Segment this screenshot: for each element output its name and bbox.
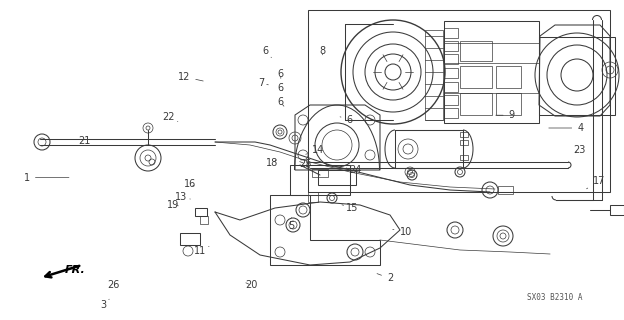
Text: FR.: FR. [65, 265, 85, 275]
Text: 16: 16 [184, 179, 197, 189]
Bar [460, 66, 492, 88]
Bar [496, 93, 521, 115]
Bar [460, 93, 492, 115]
Bar [460, 41, 492, 61]
Bar [312, 169, 328, 177]
Text: 5: 5 [288, 218, 295, 231]
Text: 4: 4 [548, 123, 583, 133]
Text: 10: 10 [392, 227, 412, 237]
Bar [290, 165, 350, 195]
Bar [308, 192, 318, 202]
Bar [425, 30, 443, 120]
Text: 6: 6 [262, 46, 271, 58]
Text: 18: 18 [266, 158, 278, 168]
Bar [610, 205, 624, 215]
Bar [539, 37, 615, 115]
Text: 22: 22 [162, 112, 178, 122]
Bar [460, 132, 468, 137]
Text: 6: 6 [340, 115, 353, 125]
Text: 9: 9 [495, 110, 515, 120]
Text: 24: 24 [346, 165, 362, 175]
Bar [318, 170, 356, 185]
Bar [180, 233, 200, 245]
Bar [444, 82, 458, 92]
Bar [496, 66, 521, 88]
Text: 3: 3 [100, 299, 109, 310]
Text: 21: 21 [79, 136, 97, 147]
Text: 11: 11 [193, 246, 209, 256]
Text: SX03 B2310 A: SX03 B2310 A [527, 293, 583, 302]
Bar [444, 68, 458, 78]
Bar [460, 140, 468, 145]
Text: 6: 6 [278, 97, 284, 108]
Text: 6: 6 [278, 83, 284, 93]
Text: 15: 15 [342, 203, 359, 213]
Text: 13: 13 [175, 192, 190, 202]
Text: 1: 1 [24, 172, 69, 183]
Bar [444, 95, 458, 105]
Bar [444, 21, 539, 123]
Bar [308, 10, 610, 192]
Text: 6: 6 [278, 68, 284, 79]
Text: 23: 23 [573, 145, 585, 156]
Bar [460, 155, 468, 160]
Bar [444, 28, 458, 38]
Text: 7: 7 [258, 78, 268, 88]
Text: 19: 19 [167, 200, 180, 210]
Bar [200, 216, 208, 224]
Text: 14: 14 [306, 145, 324, 156]
Text: 17: 17 [587, 176, 605, 189]
Text: 26: 26 [107, 280, 120, 291]
Bar [195, 208, 207, 216]
Text: 20: 20 [245, 280, 258, 291]
Bar [444, 108, 458, 118]
Text: 8: 8 [319, 46, 326, 56]
Bar [395, 130, 463, 168]
Text: 25: 25 [300, 159, 312, 169]
Text: 12: 12 [178, 72, 203, 82]
Bar [444, 54, 458, 64]
Bar [444, 41, 458, 51]
Text: 2: 2 [377, 273, 393, 284]
Bar [498, 186, 513, 194]
